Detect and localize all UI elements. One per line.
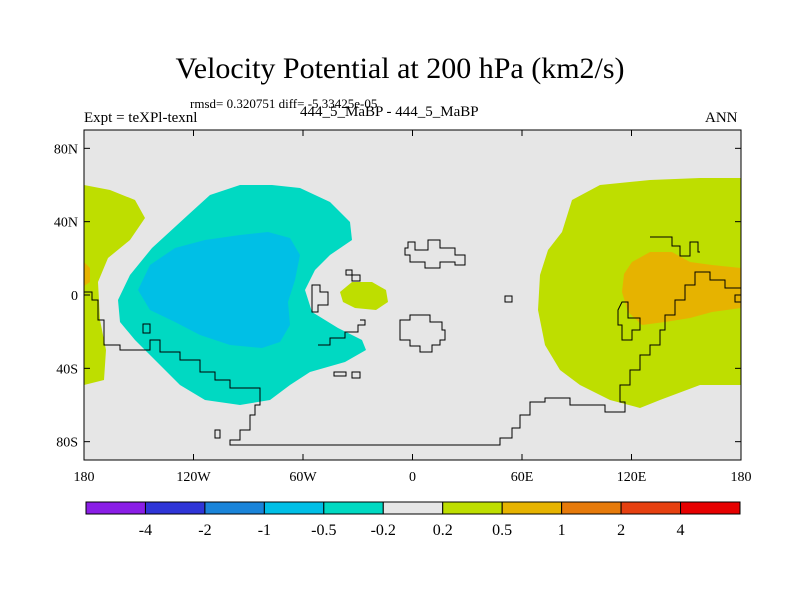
- colorbar-label: 0.2: [433, 522, 453, 539]
- y-tick-label: 80S: [56, 436, 78, 451]
- stats-text: rmsd= 0.320751 diff= -5.33425e-05: [190, 96, 378, 111]
- colorbar-box: [204, 501, 265, 515]
- experiment-label: Expt = teXPl-texnl: [84, 110, 198, 126]
- x-tick-label: 60W: [289, 470, 317, 485]
- colorbar-label: 4: [677, 522, 685, 539]
- x-axis: 180 120W 60W 0 60E 120E 180: [74, 130, 752, 485]
- colorbar-box: [85, 501, 146, 515]
- x-tick-label: 0: [409, 470, 416, 485]
- colorbar-box: [323, 501, 384, 515]
- colorbar-box: [382, 501, 444, 515]
- colorbar-box: [620, 501, 682, 515]
- y-tick-label: 40N: [54, 216, 78, 231]
- colorbar-box: [561, 501, 622, 515]
- colorbar-label: 1: [558, 522, 566, 539]
- colorbar-box: [442, 501, 503, 515]
- colorbar-label: 0.5: [492, 522, 512, 539]
- colorbar-box: [680, 501, 741, 515]
- colorbar-label: -0.2: [371, 522, 396, 539]
- x-tick-label: 120E: [617, 470, 647, 485]
- colorbar-box: [144, 501, 206, 515]
- chart-title: Velocity Potential at 200 hPa (km2/s): [175, 52, 625, 85]
- x-tick-label: 180: [74, 470, 95, 485]
- colorbar-box: [501, 501, 563, 515]
- colorbar-label: -2: [198, 522, 211, 539]
- x-tick-label: 60E: [511, 470, 534, 485]
- region-dateline-west-max: [84, 262, 90, 286]
- colorbar-box: [263, 501, 325, 515]
- colorbar-label: -4: [139, 522, 152, 539]
- y-tick-label: 0: [71, 289, 78, 304]
- colorbar-label: -1: [258, 522, 271, 539]
- y-tick-label: 80N: [54, 142, 78, 157]
- colorbar: -4 -2 -1 -0.5 -0.2 0.2 0.5 1 2 4: [85, 501, 741, 539]
- y-tick-label: 40S: [56, 362, 78, 377]
- x-tick-label: 120W: [176, 470, 211, 485]
- x-tick-label: 180: [731, 470, 752, 485]
- region-central-pacific-core: [138, 232, 300, 348]
- season-label: ANN: [705, 110, 738, 126]
- region-dateline-west-positive: [84, 185, 145, 385]
- region-atlantic-positive: [340, 282, 388, 310]
- y-axis: 80N 40N 0 40S 80S: [54, 142, 741, 451]
- colorbar-label: 2: [617, 522, 625, 539]
- region-maritime-continent-max: [622, 252, 741, 325]
- case-label: 444_5_MaBP - 444_5_MaBP: [300, 104, 479, 120]
- colorbar-label: -0.5: [311, 522, 336, 539]
